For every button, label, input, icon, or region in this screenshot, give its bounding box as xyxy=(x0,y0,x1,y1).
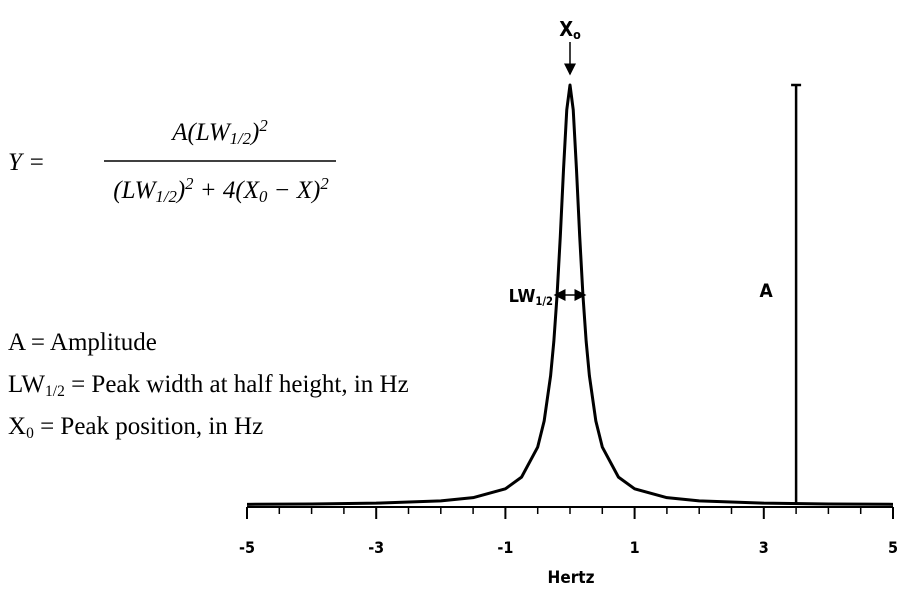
formula-denominator-part: 0 xyxy=(259,187,268,206)
formula-denominator-part: − X) xyxy=(267,177,320,204)
formula-numerator-part: A(LW xyxy=(170,119,232,146)
peak-label-part: X xyxy=(559,17,573,41)
width-label-part: LW xyxy=(509,286,536,307)
definition: X0 = Peak position, in Hz xyxy=(8,413,263,442)
formula-numerator-part: 1/2 xyxy=(230,129,251,148)
x-tick-label: 3 xyxy=(759,538,769,557)
formula-numerator: A(LW1/2)2 xyxy=(170,116,268,149)
peak-label-part: o xyxy=(573,27,581,42)
definition-part: = Peak width at half height, in Hz xyxy=(65,371,409,398)
x-tick-label: -3 xyxy=(368,538,384,557)
x-axis-label: Hertz xyxy=(548,568,595,588)
x-tick-label: -5 xyxy=(239,538,255,557)
definition-part: A = Amplitude xyxy=(8,329,157,356)
width-label-part: 1/2 xyxy=(535,295,553,308)
x-tick-label: 5 xyxy=(888,538,898,557)
width-label: LW1/2 xyxy=(509,286,553,308)
formula-denominator-part: 2 xyxy=(320,174,328,193)
formula-denominator: (LW1/2)2 + 4(X0 − X)2 xyxy=(113,174,328,207)
definition: A = Amplitude xyxy=(8,329,157,356)
formula-denominator-part: ) xyxy=(175,177,185,204)
formula-numerator-part: ) xyxy=(249,119,259,146)
definition-part: 0 xyxy=(26,425,34,442)
definition-part: 1/2 xyxy=(45,383,65,400)
definition-part: = Peak position, in Hz xyxy=(34,413,263,440)
formula-lhs: Y = xyxy=(8,149,45,176)
x-tick-label: -1 xyxy=(497,538,513,557)
formula-denominator-part: + 4(X xyxy=(194,177,261,204)
formula-denominator-part: 1/2 xyxy=(155,187,176,206)
formula-denominator-part: (LW xyxy=(113,177,157,204)
definition-part: LW xyxy=(8,371,45,398)
amplitude-label: A xyxy=(759,280,773,302)
x-tick-label: 1 xyxy=(630,538,640,557)
definition: LW1/2 = Peak width at half height, in Hz xyxy=(8,371,409,400)
formula-numerator-part: 2 xyxy=(259,116,267,135)
curve xyxy=(246,83,894,506)
formula-denominator-part: 2 xyxy=(185,174,193,193)
definition-part: X xyxy=(8,413,26,440)
peak-label: Xo xyxy=(559,17,581,42)
